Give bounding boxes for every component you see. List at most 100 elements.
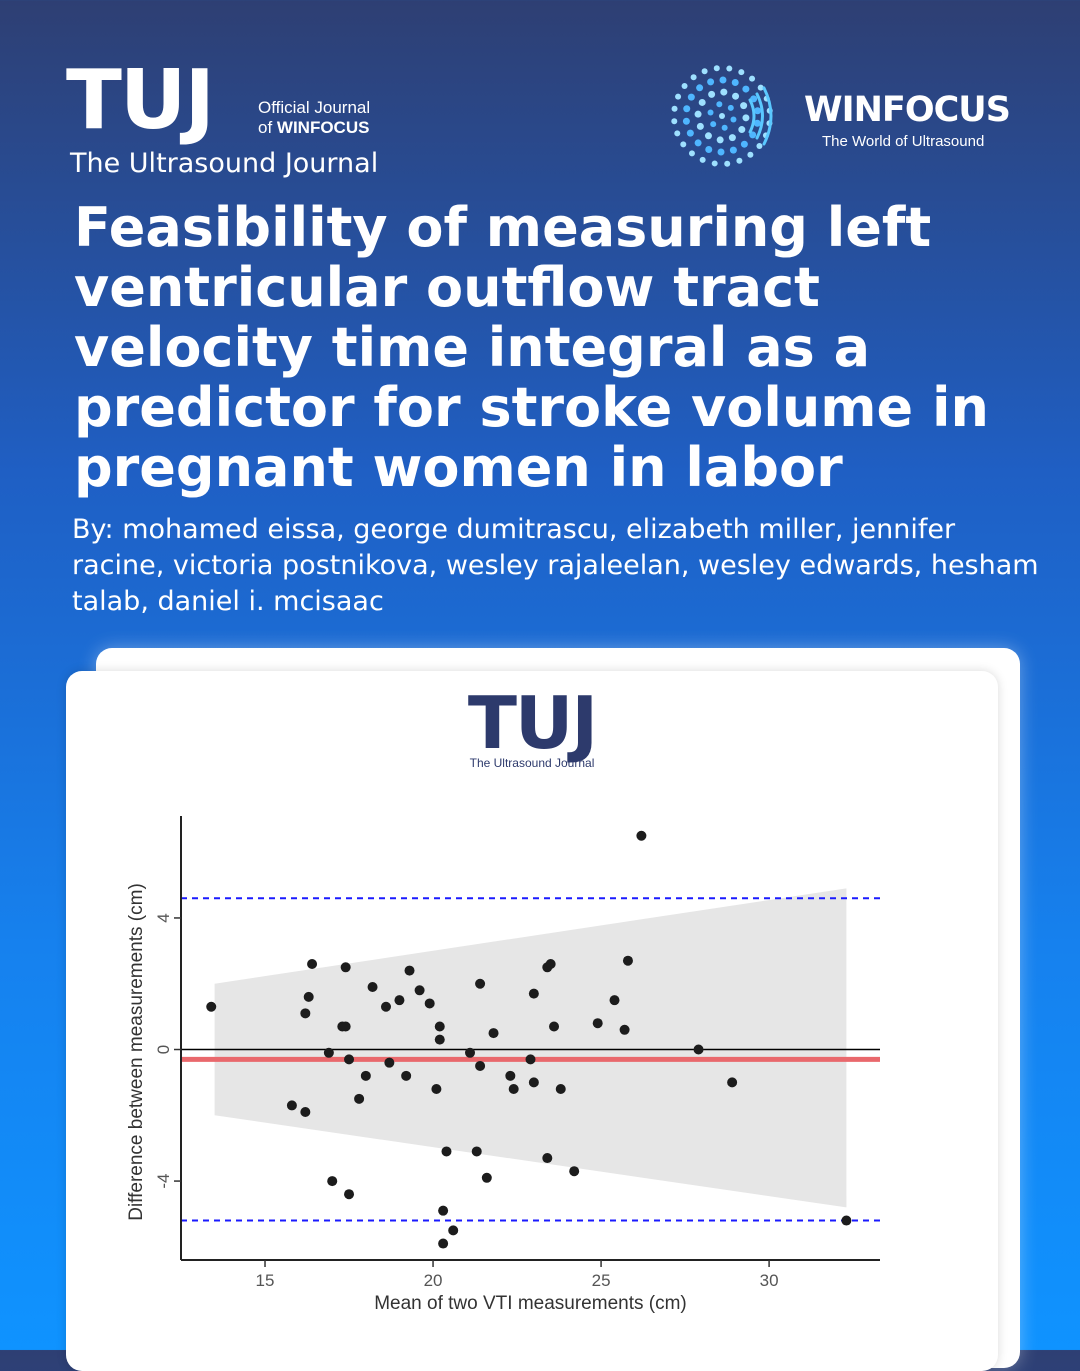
- data-point: [592, 1018, 603, 1029]
- globe-dot: [717, 148, 725, 156]
- official-line-2: of WINFOCUS: [258, 118, 370, 138]
- official-line-2-prefix: of: [258, 118, 277, 137]
- globe-dot: [675, 93, 682, 100]
- data-point: [569, 1166, 580, 1177]
- globe-dot: [687, 93, 695, 101]
- globe-dot: [683, 105, 691, 113]
- data-point: [542, 1153, 553, 1164]
- data-point: [380, 1001, 391, 1012]
- data-point: [508, 1083, 519, 1094]
- globe-dot: [724, 160, 731, 167]
- data-point: [727, 1077, 738, 1088]
- data-point: [303, 991, 314, 1002]
- data-point: [360, 1070, 371, 1081]
- data-point: [528, 1077, 539, 1088]
- globe-dot: [727, 104, 734, 111]
- globe-dot: [708, 90, 716, 98]
- data-point: [323, 1047, 334, 1058]
- globe-dot: [740, 102, 748, 110]
- y-tick-label: 4: [154, 913, 173, 922]
- globe-dot: [716, 136, 724, 144]
- data-point: [619, 1024, 630, 1035]
- data-point: [434, 1021, 445, 1032]
- globe-dot: [701, 68, 708, 75]
- globe-dot: [671, 105, 678, 112]
- y-tick-label: 0: [154, 1045, 173, 1054]
- globe-dot: [753, 119, 761, 127]
- winfocus-logo: [671, 65, 773, 167]
- globe-dot: [730, 116, 737, 123]
- tuj-subtitle: The Ultrasound Journal: [70, 148, 379, 179]
- data-point: [475, 978, 486, 989]
- bland-altman-chart: 15 20 25 30 -4 0 4 Mean of two VTI measuremen…: [104, 808, 960, 1328]
- data-point: [431, 1083, 442, 1094]
- data-point: [448, 1225, 459, 1236]
- globe-dot: [711, 160, 718, 167]
- globe-dot: [688, 150, 695, 157]
- data-point: [434, 1034, 445, 1045]
- globe-dot: [699, 156, 706, 163]
- data-point: [206, 1001, 217, 1012]
- data-point: [525, 1054, 536, 1065]
- globe-dot: [707, 78, 715, 86]
- card-logo-subtitle: The Ultrasound Journal: [469, 756, 595, 770]
- globe-dot: [694, 110, 702, 118]
- data-point: [488, 1028, 499, 1039]
- globe-dot: [749, 75, 756, 82]
- globe-dot: [682, 117, 690, 125]
- data-point: [384, 1057, 395, 1068]
- article-authors: By: mohamed eissa, george dumitrascu, el…: [72, 514, 1039, 617]
- globe-dot: [728, 134, 736, 142]
- data-point: [465, 1047, 476, 1058]
- x-ticks: 15 20 25 30: [256, 1260, 779, 1290]
- data-point: [636, 830, 647, 841]
- y-ticks: -4 0 4: [154, 913, 181, 1189]
- card-logo-mark: TUJ: [467, 681, 598, 765]
- globe-dot: [681, 82, 688, 89]
- data-point: [394, 995, 405, 1006]
- data-points: [206, 830, 852, 1249]
- globe-dot: [696, 84, 704, 92]
- y-axis-label: Difference between measurements (cm): [126, 883, 147, 1221]
- y-tick-label: -4: [154, 1174, 173, 1189]
- globe-dot: [726, 65, 733, 72]
- globe-dot: [738, 69, 745, 76]
- data-point: [693, 1044, 704, 1055]
- data-point: [344, 1054, 355, 1065]
- x-tick-label: 20: [424, 1271, 443, 1290]
- data-point: [549, 1021, 560, 1032]
- globe-dot: [696, 122, 704, 130]
- globe-dot: [736, 157, 743, 164]
- data-point: [340, 962, 351, 973]
- globe-dot: [716, 101, 723, 108]
- data-point: [307, 959, 318, 969]
- globe-dot: [719, 76, 727, 84]
- globe-dot: [713, 65, 720, 72]
- data-point: [424, 998, 435, 1009]
- data-point: [609, 995, 620, 1006]
- x-axis-label: Mean of two VTI measurements (cm): [374, 1293, 687, 1314]
- data-point: [528, 988, 539, 999]
- data-point: [471, 1146, 482, 1157]
- official-line-2-bold: WINFOCUS: [276, 118, 370, 137]
- globe-dot: [704, 132, 712, 140]
- confidence-band: [214, 888, 847, 1208]
- globe-dot: [671, 118, 678, 125]
- data-point: [401, 1070, 412, 1081]
- globe-dot: [710, 121, 717, 128]
- globe-dot: [694, 139, 702, 147]
- tuj-logo: TUJ: [66, 53, 215, 148]
- x-tick-label: 15: [256, 1271, 275, 1290]
- official-line-1: Official Journal: [258, 98, 371, 117]
- winfocus-name: WINFOCUS: [804, 90, 1011, 130]
- tuj-logo-mark: TUJ: [66, 53, 215, 148]
- globe-dot: [674, 130, 681, 137]
- globe-dot: [754, 107, 762, 115]
- globe-dot: [757, 84, 764, 91]
- globe-dot: [705, 145, 713, 153]
- data-point: [414, 985, 425, 996]
- data-point: [545, 959, 556, 969]
- sound-waves-icon: [748, 86, 773, 146]
- data-point: [327, 1176, 338, 1187]
- globe-dot: [719, 113, 725, 119]
